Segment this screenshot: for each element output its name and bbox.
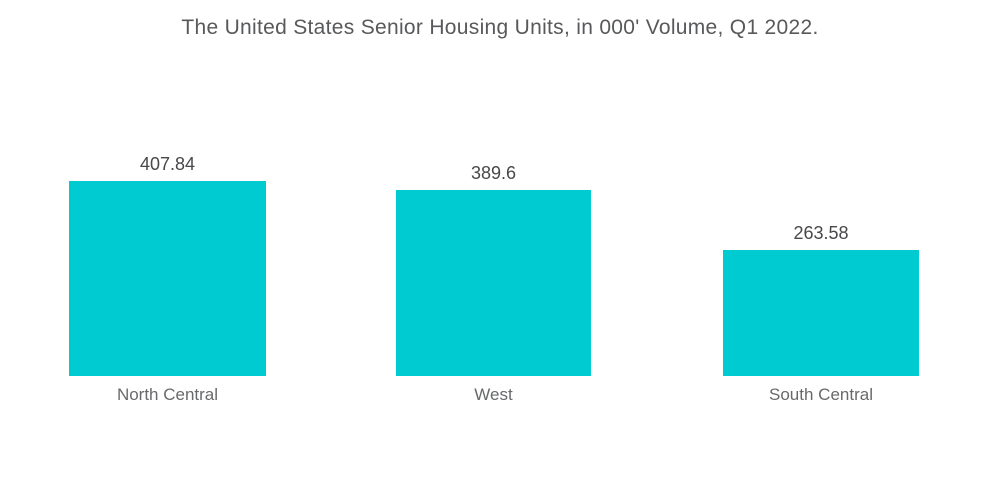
bar-rect — [69, 181, 266, 376]
bar-rect — [396, 190, 591, 376]
bar-rect — [723, 250, 919, 376]
bar-group: 263.58 South Central — [723, 223, 919, 404]
bar-category-label: North Central — [116, 385, 219, 404]
bar-value-label: 389.6 — [470, 163, 517, 183]
bar-category-label: West — [474, 385, 513, 404]
bar-category-label: South Central — [769, 385, 873, 404]
bar-group: 389.6 West — [396, 163, 591, 404]
bar-group: 407.84 North Central — [69, 154, 266, 404]
bar-value-label: 263.58 — [793, 223, 849, 243]
bar-value-label: 407.84 — [139, 154, 196, 174]
chart-title: The United States Senior Housing Units, … — [181, 16, 819, 39]
